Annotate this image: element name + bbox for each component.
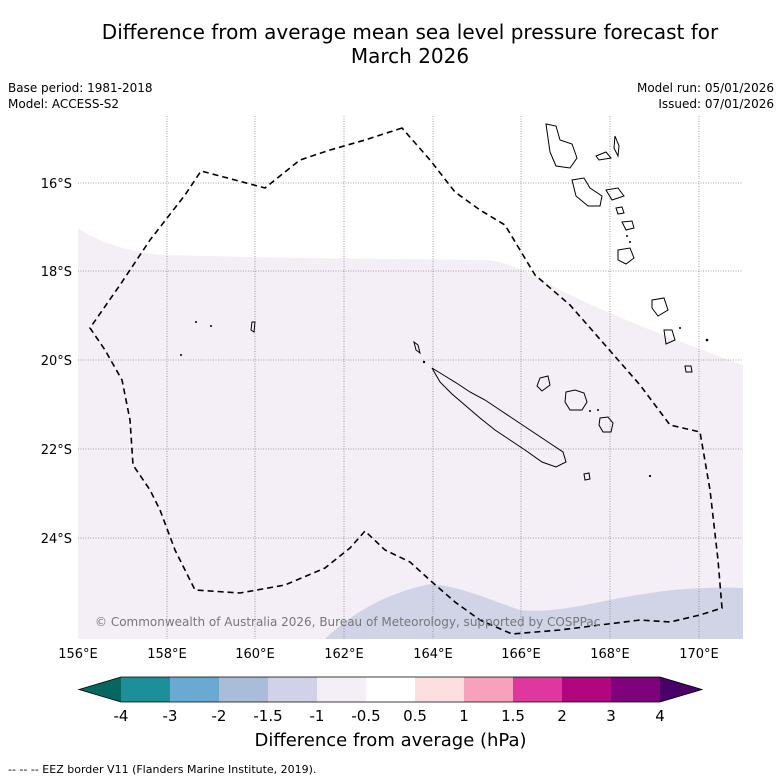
lat-label: 24°S	[41, 532, 72, 547]
loyalty-island-lifou	[564, 389, 588, 411]
colorbar-bin	[317, 677, 366, 702]
lon-label: 162°E	[324, 647, 364, 662]
chesterfield-islet	[250, 321, 256, 333]
colorbar-bin	[366, 677, 415, 702]
colorbar-tick-label: -2	[212, 707, 227, 725]
lon-label: 168°E	[590, 647, 630, 662]
lon-label: 156°E	[58, 647, 98, 662]
pressure-anomaly-region-light-blue	[325, 584, 743, 639]
lat-label: 20°S	[41, 354, 72, 369]
colorbar-extend-high	[660, 677, 702, 702]
lon-label: 160°E	[235, 647, 275, 662]
colorbar-tick-label: -1.5	[253, 707, 282, 725]
belep-islands	[413, 340, 421, 355]
lon-labels: 156°E 158°E 160°E 162°E 164°E 166°E 168°…	[58, 647, 719, 662]
map-title-line1: Difference from average mean sea level p…	[101, 20, 719, 44]
lon-label: 158°E	[147, 647, 187, 662]
colorbar	[77, 676, 704, 703]
colorbar-outline	[77, 676, 704, 703]
lat-label: 16°S	[41, 177, 72, 192]
model-name: Model: ACCESS-S2	[8, 97, 120, 111]
matthew-island	[684, 365, 693, 373]
colorbar-bin	[170, 677, 219, 702]
vanuatu-pentecost-ambrym	[605, 187, 625, 201]
lat-label: 22°S	[41, 443, 72, 458]
colorbar-tick-label: -3	[163, 707, 178, 725]
colorbar-bin	[611, 677, 660, 702]
coastlines	[250, 123, 693, 481]
new-caledonia-coast	[431, 367, 567, 468]
colorbar-tick-label: 0.5	[403, 707, 427, 725]
colorbar-bin	[513, 677, 562, 702]
colorbar-tick-label: -1	[310, 707, 325, 725]
vanuatu-aneityum	[663, 329, 676, 345]
colorbar-bin	[121, 677, 170, 702]
colorbar-bin	[268, 677, 317, 702]
eez-border	[89, 127, 723, 635]
colorbar-bin	[415, 677, 464, 702]
lon-label: 166°E	[501, 647, 541, 662]
colorbar-tick-label: 2	[557, 707, 567, 725]
pressure-anomaly-region-light-purple	[78, 228, 743, 639]
base-period: Base period: 1981-2018	[8, 81, 153, 95]
lon-label: 170°E	[679, 647, 719, 662]
meta-right: Model run: 05/01/2026 Issued: 07/01/2026	[637, 80, 774, 112]
vanuatu-ambae	[595, 151, 612, 161]
vanuatu-malakula	[571, 177, 603, 207]
lat-labels: 16°S 18°S 20°S 22°S 24°S	[41, 177, 72, 547]
colorbar-tick-label: 3	[606, 707, 616, 725]
vanuatu-tanna	[651, 297, 669, 317]
eez-legend-footer: -- -- -- EEZ border V11 (Flanders Marine…	[8, 763, 317, 776]
colorbar-bin	[464, 677, 513, 702]
isle-of-pines	[583, 472, 591, 481]
small-islets	[180, 235, 709, 478]
colorbar-tick-label: 4	[655, 707, 665, 725]
meta-left: Base period: 1981-2018 Model: ACCESS-S2	[8, 80, 153, 112]
map-title-line2: March 2026	[350, 44, 470, 68]
colorbar-bin	[562, 677, 611, 702]
vanuatu-efate	[621, 220, 635, 231]
colorbar-tick-label: 1	[459, 707, 469, 725]
lon-label: 164°E	[413, 647, 453, 662]
loyalty-island-ouvea	[536, 375, 551, 392]
colorbar-tick-labels: -4 -3 -2 -1.5 -1 -0.5 0.5 1 1.5 2 3 4	[114, 707, 665, 725]
colorbar-extend-low	[79, 677, 121, 702]
model-run: Model run: 05/01/2026	[636, 81, 774, 95]
colorbar-tick-label: -0.5	[351, 707, 380, 725]
vanuatu-erromango	[617, 247, 635, 265]
vanuatu-epi-islets	[615, 206, 625, 215]
lat-label: 18°S	[41, 265, 72, 280]
copyright-notice: © Commonwealth of Australia 2026, Bureau…	[95, 615, 600, 629]
gridlines	[78, 116, 743, 639]
loyalty-island-mare	[598, 416, 614, 433]
colorbar-bin	[219, 677, 268, 702]
map-area: © Commonwealth of Australia 2026, Bureau…	[78, 116, 743, 639]
colorbar-title: Difference from average (hPa)	[254, 730, 527, 751]
issued-date: Issued: 07/01/2026	[658, 97, 774, 111]
colorbar-tick-label: 1.5	[501, 707, 525, 725]
colorbar-tick-label: -4	[114, 707, 129, 725]
vanuatu-maewo	[613, 135, 620, 158]
vanuatu-espiritu-santo	[545, 123, 578, 169]
